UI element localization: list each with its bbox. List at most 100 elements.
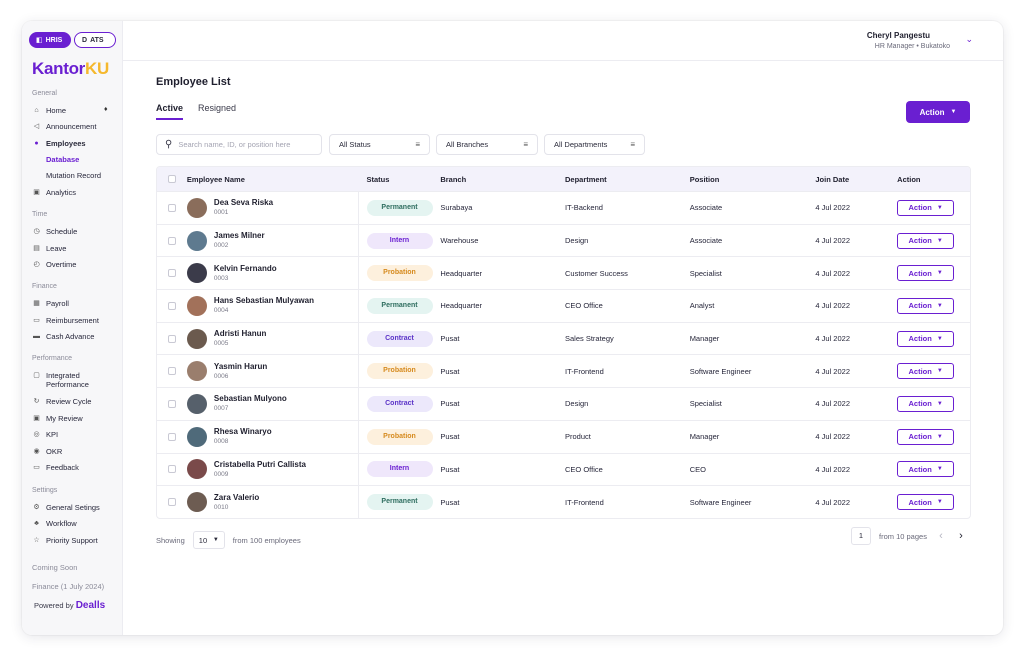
status-filter[interactable]: All Status ≡ [329,134,430,155]
tab-resigned[interactable]: Resigned [198,103,237,113]
table-row[interactable]: Zara Valerio 0010 Permanent Pusat IT-Fronten… [157,485,970,518]
sidebar-subitem-mutation-record[interactable]: Mutation Record [46,171,102,180]
sidebar-item-my-review[interactable]: ▣ My Review [32,414,116,423]
table-row[interactable]: James Milner 0002 Intern Warehouse Design Ass… [157,223,970,257]
employee-name[interactable]: Adristi Hanun [213,329,267,339]
sidebar-item-schedule[interactable]: ◷ Schedule [32,227,116,236]
sidebar-item-leave[interactable]: ▤ Leave [32,244,116,253]
sidebar-item-label: Announcement [46,122,97,131]
sidebar-item-employees[interactable]: ● Employees [32,139,116,148]
sidebar-item-priority-support[interactable]: ☆ Priority Support [32,536,116,545]
row-action-button[interactable]: Action ▼ [897,494,955,511]
sidebar-item-cash-advance[interactable]: ▬ Cash Advance [32,332,116,341]
sidebar-item-kpi[interactable]: ◎ KPI [32,430,116,439]
table-row[interactable]: Rhesa Winaryo 0008 Probation Pusat Product Ma… [157,419,970,453]
departments-filter[interactable]: All Departments ≡ [544,134,645,155]
table-row[interactable]: Sebastian Mulyono 0007 Contract Pusat Design… [157,387,970,420]
employee-name[interactable]: James Milner [213,231,265,241]
col-position[interactable]: Position [689,174,720,184]
sidebar-item-general-settings[interactable]: ⚙ General Setings [32,503,116,512]
employee-name[interactable]: Rhesa Winaryo [213,427,272,437]
prev-page-chevron-icon[interactable]: ‹ [939,530,943,542]
sidebar-item-overtime[interactable]: ◴ Overtime [32,260,116,269]
row-checkbox[interactable] [167,399,176,408]
position-cell: Manager [689,334,720,344]
row-action-label: Action [908,464,932,474]
sidebar-item-announcement[interactable]: ◁ Announcement [32,122,116,131]
row-action-button[interactable]: Action ▼ [897,265,955,282]
next-page-chevron-icon[interactable]: › [959,530,963,542]
sidebar-item-label: Analytics [46,188,77,197]
kantorku-logo: KantorKU [32,59,109,79]
sidebar-item-feedback[interactable]: ▭ Feedback [32,463,116,472]
page-number-input[interactable]: 1 [851,527,871,545]
branches-filter[interactable]: All Branches ≡ [436,134,538,155]
user-name: Cheryl Pangestu [866,31,930,40]
table-row[interactable]: Dea Seva Riska 0001 Permanent Surabaya IT-Ba… [157,191,970,224]
user-menu-chevron-down-icon[interactable]: ⌄ [965,34,973,44]
per-page-select[interactable]: 10 ▼ [192,531,225,549]
table-row[interactable]: Yasmin Harun 0006 Probation Pusat IT-Fronten… [157,354,970,388]
row-action-button[interactable]: Action ▼ [897,232,955,249]
row-action-button[interactable]: Action ▼ [897,395,955,412]
row-checkbox[interactable] [167,367,176,376]
employee-name[interactable]: Zara Valerio [213,492,260,502]
row-checkbox[interactable] [167,269,176,278]
row-checkbox[interactable] [167,465,176,474]
employee-name[interactable]: Dea Seva Riska [213,198,274,208]
row-action-button[interactable]: Action ▼ [897,461,955,478]
select-all-checkbox[interactable] [167,175,176,183]
pagination: 1 from 10 pages ‹ › [851,527,967,545]
app-switcher: ◧ HRIS D ATS [29,32,116,48]
col-department[interactable]: Department [565,174,607,184]
table-row[interactable]: Cristabella Putri Callista 0009 Intern Pusa… [157,452,970,486]
branch-cell: Pusat [440,366,460,376]
table-row[interactable]: Kelvin Fernando 0003 Probation Headquarter C… [157,256,970,290]
row-action-button[interactable]: Action ▼ [897,199,955,216]
row-checkbox[interactable] [167,301,176,310]
row-checkbox[interactable] [167,236,176,245]
sidebar-item-integrated-performance[interactable]: ▢ Integrated Performance [32,371,116,389]
row-checkbox[interactable] [167,498,176,507]
app-window: ◧ HRIS D ATS KantorKU General ⌂ Home ♦ ◁ A… [22,21,1003,635]
row-checkbox[interactable] [167,203,176,212]
tab-active[interactable]: Active [156,103,184,120]
row-checkbox[interactable] [167,334,176,343]
row-action-button[interactable]: Action ▼ [897,428,955,445]
row-action-button[interactable]: Action ▼ [897,297,955,314]
employee-name[interactable]: Cristabella Putri Callista [213,459,306,469]
sidebar-item-payroll[interactable]: ▦ Payroll [32,299,116,308]
col-employee-name[interactable]: Employee Name [186,174,245,184]
row-action-button[interactable]: Action ▼ [897,330,955,347]
sidebar-item-label: Employees [46,139,86,148]
sidebar-item-label: Schedule [46,227,78,236]
avatar [186,230,207,251]
employee-name[interactable]: Hans Sebastian Mulyawan [213,296,314,306]
search-input[interactable] [178,140,314,149]
col-join-date[interactable]: Join Date [815,174,850,184]
notification-bell-icon[interactable]: ♦ [104,106,108,113]
row-checkbox[interactable] [167,432,176,441]
ats-switch-button[interactable]: D ATS [74,32,116,48]
sidebar-item-reimbursement[interactable]: ▭ Reimbursement [32,316,116,325]
employee-name[interactable]: Yasmin Harun [213,361,268,371]
table-row[interactable]: Hans Sebastian Mulyawan 0004 Permanent Head… [157,289,970,322]
sidebar-item-okr[interactable]: ◉ OKR [32,447,116,456]
employee-name[interactable]: Kelvin Fernando [213,263,277,273]
action-dropdown-button[interactable]: Action ▼ [906,101,970,123]
chevron-down-icon: ▼ [950,109,957,115]
col-status[interactable]: Status [366,174,390,184]
sidebar-item-review-cycle[interactable]: ↻ Review Cycle [32,397,116,406]
position-cell: CEO [689,464,706,474]
sidebar-subitem-database[interactable]: Database [46,155,80,164]
position-cell: Analyst [689,301,715,311]
sidebar-item-analytics[interactable]: ▣ Analytics [32,188,116,197]
employee-name[interactable]: Sebastian Mulyono [213,394,287,404]
col-branch[interactable]: Branch [440,174,467,184]
row-action-button[interactable]: Action ▼ [897,363,955,380]
table-row[interactable]: Adristi Hanun 0005 Contract Pusat Sales Stra… [157,321,970,355]
hris-switch-button[interactable]: ◧ HRIS [29,32,71,48]
sidebar-item-workflow[interactable]: ♣ Workflow [32,519,116,528]
sidebar-item-home[interactable]: ⌂ Home [32,106,116,115]
position-cell: Manager [689,432,720,442]
